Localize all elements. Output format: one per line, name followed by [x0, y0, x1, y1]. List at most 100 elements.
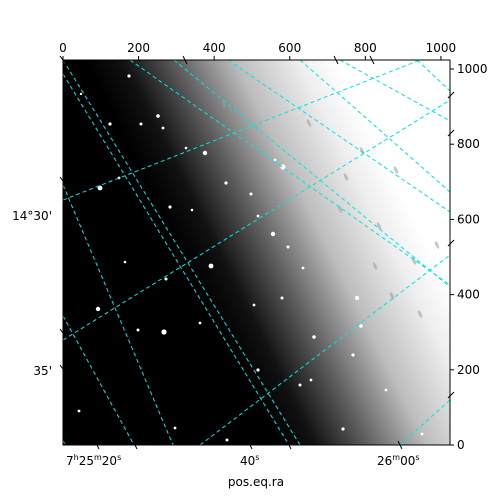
- world-tick-4: [182, 55, 188, 65]
- streak-9: [389, 292, 395, 300]
- x-pixel-ticks: 0 200 400 600 800 1000: [59, 41, 456, 60]
- grid-line-14: [399, 399, 450, 445]
- grid-line-6: [416, 60, 450, 92]
- world-tick-0: [59, 55, 67, 65]
- stars-layer: [77, 74, 440, 442]
- dec-tick-label-1: 14°30': [12, 209, 52, 223]
- streak-0: [221, 100, 227, 108]
- streak-4: [343, 173, 349, 181]
- star-25: [136, 328, 140, 332]
- star-9: [224, 181, 228, 185]
- streak-1: [306, 119, 312, 127]
- x-tick-label-2: 400: [203, 41, 226, 55]
- star-1: [156, 114, 160, 118]
- star-12: [249, 192, 253, 196]
- x-tick-label-1: 200: [127, 41, 150, 55]
- x-tick-label-0: 0: [59, 41, 67, 55]
- image-background: [63, 60, 450, 445]
- star-40: [420, 432, 424, 436]
- world-tick-6: [369, 55, 375, 65]
- y-pixel-ticks: 0 200 400 600 800 1000: [450, 62, 488, 452]
- world-tick-9: [447, 239, 455, 247]
- grid-line-1: [63, 184, 174, 445]
- world-tick-3: [59, 364, 67, 374]
- star-3: [108, 122, 112, 126]
- star-19: [164, 277, 168, 281]
- coordinate-grid: [63, 60, 450, 445]
- y-tick-label-1: 200: [457, 363, 480, 377]
- y-tick-label-0: 0: [457, 438, 465, 452]
- star-5: [202, 150, 208, 156]
- star-31: [351, 353, 355, 357]
- x-tick-label-4: 800: [354, 41, 377, 55]
- grid-line-9: [227, 60, 450, 213]
- star-30: [359, 324, 363, 328]
- ra-tick-label-2: 40s: [240, 453, 259, 468]
- streak-11: [372, 262, 378, 270]
- star-13: [273, 158, 277, 162]
- world-tick-8: [447, 129, 455, 137]
- y-tick-label-3: 600: [457, 212, 480, 226]
- world-tick-1: [59, 176, 67, 186]
- grid-line-11: [63, 60, 421, 201]
- plot-frame: [62, 59, 451, 446]
- star-37: [173, 426, 177, 430]
- sky-image: [63, 60, 450, 445]
- grid-line-13: [199, 254, 450, 445]
- star-7: [97, 185, 103, 191]
- star-36: [225, 438, 229, 442]
- y-tick-label-4: 800: [457, 137, 480, 151]
- y-tick-label-5: 1000: [457, 62, 488, 76]
- star-21: [123, 260, 127, 264]
- world-tick-12: [132, 440, 138, 450]
- grid-line-12: [63, 99, 450, 341]
- star-22: [280, 296, 284, 300]
- star-2: [161, 126, 165, 130]
- x-tick-label-5: 1000: [426, 41, 457, 55]
- streak-8: [434, 241, 440, 249]
- grid-line-0: [63, 73, 290, 445]
- star-18: [208, 263, 214, 269]
- streak-3: [393, 166, 399, 174]
- star-11: [190, 208, 194, 212]
- world-tick-10: [447, 391, 455, 399]
- star-35: [341, 427, 345, 431]
- star-26: [198, 321, 202, 325]
- star-6: [184, 146, 188, 150]
- star-15: [256, 214, 260, 218]
- star-33: [298, 383, 302, 387]
- star-38: [77, 409, 81, 413]
- world-tick-2: [59, 328, 67, 338]
- star-28: [354, 295, 360, 301]
- ra-tick-label-3: 26m00s: [377, 453, 420, 468]
- grid-line-7: [63, 60, 301, 445]
- star-32: [256, 368, 260, 372]
- star-14: [280, 164, 286, 170]
- grid-line-4: [173, 60, 450, 288]
- world-ticks: [59, 55, 455, 450]
- star-17: [286, 245, 290, 249]
- grid-line-2: [63, 315, 135, 445]
- star-0: [127, 74, 131, 78]
- world-tick-14: [286, 440, 292, 450]
- star-24: [161, 329, 167, 335]
- world-tick-13: [247, 440, 253, 450]
- world-tick-11: [94, 440, 100, 450]
- y-tick-label-2: 400: [457, 288, 480, 302]
- dec-tick-label-2: 35': [33, 364, 52, 378]
- star-41: [79, 92, 83, 96]
- star-39: [384, 388, 388, 392]
- x-tick-label-3: 600: [278, 41, 301, 55]
- star-34: [309, 378, 313, 382]
- grid-line-5: [299, 60, 450, 193]
- star-16: [270, 231, 276, 237]
- world-tick-7: [447, 91, 455, 99]
- ra-tick-label-1: 7h25m20s: [66, 453, 121, 468]
- star-20: [95, 306, 101, 312]
- star-4: [139, 122, 143, 126]
- grid-line-8: [129, 60, 450, 286]
- streak-10: [417, 310, 423, 318]
- world-tick-15: [397, 440, 403, 450]
- x-axis-label: pos.eq.ra: [228, 475, 284, 489]
